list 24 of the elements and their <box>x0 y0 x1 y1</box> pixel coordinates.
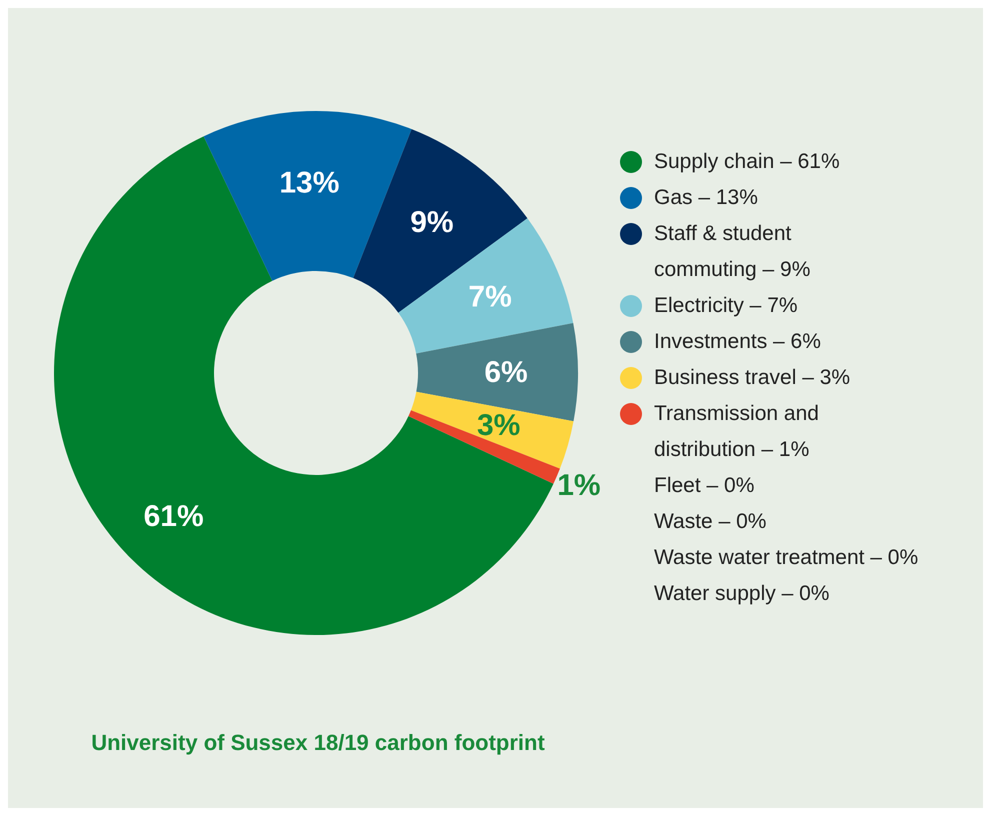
legend-label: Staff & student commuting – 9% <box>654 221 812 283</box>
donut-slice <box>54 136 554 635</box>
legend-label: Electricity – 7% <box>654 293 798 319</box>
text: University of Sussex 18/19 carbon footprint <box>90 730 546 756</box>
category-label: Fleet – 0% <box>654 474 754 497</box>
data-label: 7% <box>468 280 512 314</box>
donut-slice <box>410 392 574 469</box>
legend-label: Transmission and distribution – 1% <box>654 401 820 463</box>
legend-label: Investments – 6% <box>654 329 821 355</box>
data-label: 9% <box>410 206 454 239</box>
category-label: Waste – 0% <box>654 510 766 533</box>
donut-slice <box>353 129 528 313</box>
donut-slice <box>408 410 560 484</box>
legend-label: Supply chain – 61% <box>654 149 840 175</box>
data-label: 1% <box>557 469 601 502</box>
legend-label: Business travel – 3% <box>654 365 850 391</box>
donut-slice <box>204 111 412 281</box>
category-label: Water supply – 0% <box>654 582 830 605</box>
data-label: 3% <box>476 408 520 442</box>
data-label: 61% <box>144 500 204 533</box>
legend-label: Gas – 13% <box>654 185 758 211</box>
data-label: 6% <box>484 356 528 389</box>
data-label: 13% <box>279 166 340 200</box>
category-label: Waste water treatment – 0% <box>654 546 918 569</box>
